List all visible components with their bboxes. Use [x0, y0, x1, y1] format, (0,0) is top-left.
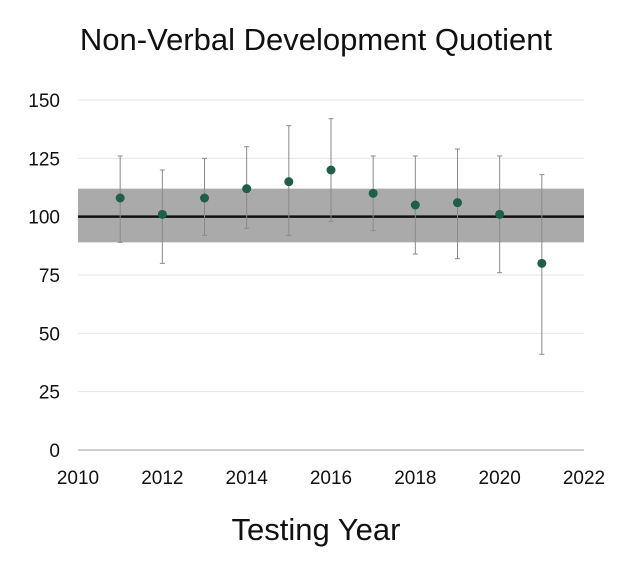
x-tick-label: 2010 [57, 468, 99, 489]
data-point [200, 193, 209, 203]
x-tick-label: 2018 [394, 468, 436, 489]
chart-title: Non-Verbal Development Quotient [80, 22, 553, 57]
x-tick-label: 2014 [226, 468, 269, 489]
data-point [242, 184, 252, 194]
data-point [326, 165, 336, 175]
x-tick-label: 2022 [563, 468, 605, 489]
data-point [368, 188, 378, 198]
x-tick-label: 2016 [310, 468, 352, 489]
y-tick-label: 25 [39, 383, 60, 404]
data-point [157, 209, 167, 219]
y-tick-label: 150 [28, 91, 60, 112]
y-tick-label: 75 [39, 266, 60, 287]
y-tick-label: 125 [28, 149, 60, 170]
data-point [410, 200, 420, 210]
x-axis-label: Testing Year [232, 512, 401, 547]
data-point [284, 177, 294, 187]
y-tick-label: 100 [28, 208, 60, 229]
x-tick-label: 2012 [141, 468, 183, 489]
data-point [115, 193, 125, 203]
x-axis-tick-labels: 2010 2012 2014 2016 2018 2020 2022 [57, 468, 605, 489]
x-tick-label: 2020 [479, 468, 521, 489]
y-axis-tick-labels: 0 25 50 75 100 125 150 [28, 91, 60, 462]
data-point [537, 258, 547, 268]
data-point [495, 209, 505, 219]
data-point [453, 198, 462, 208]
data-points [115, 165, 547, 268]
y-tick-label: 50 [39, 324, 60, 345]
y-tick-label: 0 [49, 441, 60, 462]
